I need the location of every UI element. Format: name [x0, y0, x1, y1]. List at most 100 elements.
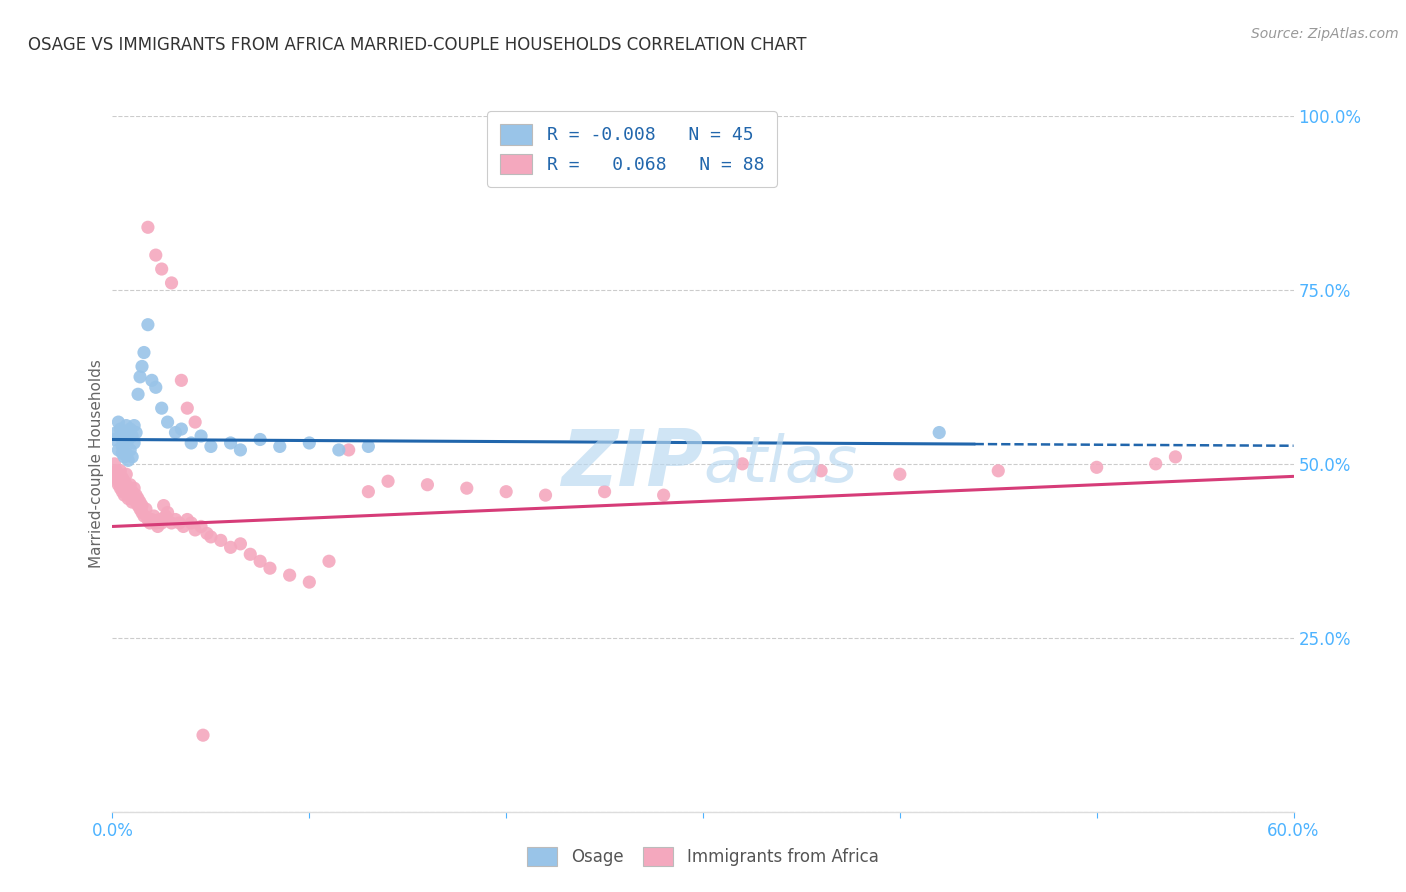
- Point: [112, 475, 135, 489]
- Point: [928, 425, 950, 440]
- Point: [200, 440, 222, 454]
- Point: [121, 495, 143, 509]
- Point: [129, 369, 152, 384]
- Point: [145, 516, 167, 530]
- Point: [103, 457, 125, 471]
- Text: Source: ZipAtlas.com: Source: ZipAtlas.com: [1251, 27, 1399, 41]
- Point: [122, 491, 145, 506]
- Point: [249, 554, 271, 568]
- Point: [107, 442, 129, 457]
- Point: [155, 508, 177, 523]
- Point: [298, 575, 321, 590]
- Text: atlas: atlas: [703, 433, 858, 495]
- Point: [191, 728, 214, 742]
- Point: [172, 519, 194, 533]
- Point: [111, 477, 134, 491]
- Point: [170, 373, 193, 387]
- Point: [337, 442, 360, 457]
- Point: [190, 429, 212, 443]
- Point: [987, 464, 1010, 478]
- Point: [125, 488, 148, 502]
- Point: [195, 526, 218, 541]
- Point: [103, 433, 125, 447]
- Point: [593, 484, 616, 499]
- Point: [131, 359, 153, 374]
- Point: [219, 436, 242, 450]
- Point: [165, 425, 187, 440]
- Point: [328, 442, 350, 457]
- Point: [105, 425, 128, 440]
- Point: [105, 464, 128, 478]
- Point: [377, 475, 399, 489]
- Point: [1144, 457, 1167, 471]
- Point: [110, 481, 132, 495]
- Point: [152, 499, 174, 513]
- Point: [889, 467, 911, 482]
- Point: [136, 220, 159, 235]
- Point: [180, 436, 202, 450]
- Point: [184, 415, 207, 429]
- Point: [1085, 460, 1108, 475]
- Point: [115, 418, 138, 433]
- Point: [112, 488, 135, 502]
- Point: [132, 508, 155, 523]
- Point: [110, 422, 132, 436]
- Point: [534, 488, 557, 502]
- Point: [357, 440, 380, 454]
- Point: [190, 519, 212, 533]
- Point: [127, 499, 149, 513]
- Point: [145, 380, 167, 394]
- Point: [1164, 450, 1187, 464]
- Point: [117, 453, 139, 467]
- Point: [136, 318, 159, 332]
- Point: [184, 523, 207, 537]
- Point: [156, 506, 179, 520]
- Point: [318, 554, 340, 568]
- Point: [495, 484, 517, 499]
- Point: [125, 425, 148, 440]
- Point: [176, 512, 198, 526]
- Point: [112, 425, 135, 440]
- Point: [131, 506, 153, 520]
- Y-axis label: Married-couple Households: Married-couple Households: [89, 359, 104, 568]
- Point: [160, 276, 183, 290]
- Legend: Osage, Immigrants from Africa: Osage, Immigrants from Africa: [520, 840, 886, 873]
- Point: [122, 418, 145, 433]
- Point: [169, 516, 191, 530]
- Point: [115, 477, 138, 491]
- Point: [121, 484, 143, 499]
- Point: [120, 477, 142, 491]
- Point: [135, 502, 157, 516]
- Point: [122, 481, 145, 495]
- Point: [209, 533, 232, 548]
- Point: [112, 450, 135, 464]
- Point: [239, 547, 262, 561]
- Point: [139, 516, 162, 530]
- Point: [200, 530, 222, 544]
- Point: [111, 484, 134, 499]
- Point: [160, 516, 183, 530]
- Point: [107, 477, 129, 491]
- Point: [111, 446, 134, 460]
- Point: [120, 442, 142, 457]
- Point: [357, 484, 380, 499]
- Point: [150, 262, 173, 277]
- Point: [122, 436, 145, 450]
- Point: [810, 464, 832, 478]
- Point: [117, 433, 139, 447]
- Point: [111, 440, 134, 454]
- Point: [107, 475, 129, 489]
- Text: ZIP: ZIP: [561, 425, 703, 502]
- Point: [249, 433, 271, 447]
- Point: [127, 491, 149, 506]
- Point: [117, 491, 139, 506]
- Point: [165, 512, 187, 526]
- Point: [269, 440, 291, 454]
- Point: [121, 429, 143, 443]
- Point: [129, 502, 152, 516]
- Point: [229, 442, 252, 457]
- Point: [150, 401, 173, 416]
- Point: [416, 477, 439, 491]
- Point: [229, 537, 252, 551]
- Point: [120, 422, 142, 436]
